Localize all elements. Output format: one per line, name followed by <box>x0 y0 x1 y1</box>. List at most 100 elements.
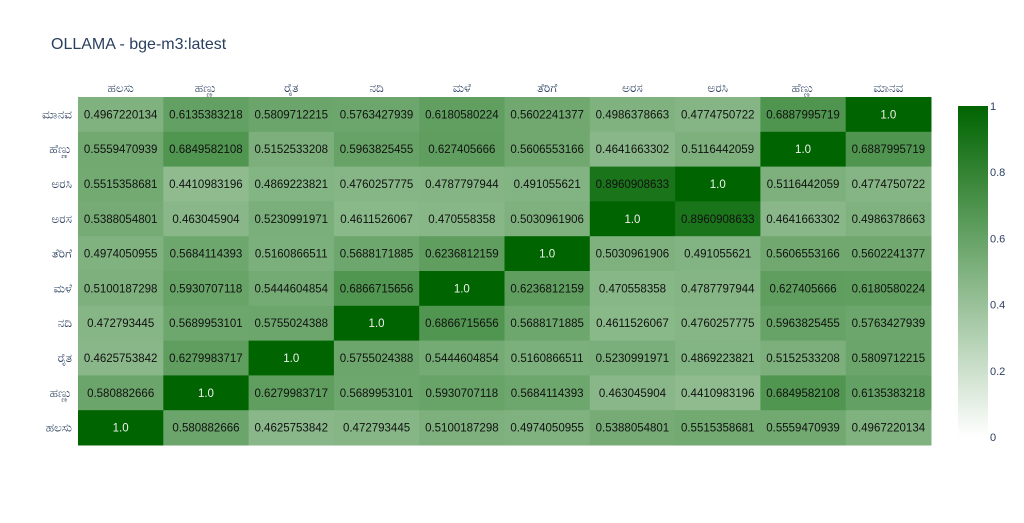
heatmap-cell <box>78 271 164 307</box>
heatmap-cell <box>845 271 932 307</box>
colorbar-tick-label: 1 <box>990 101 996 113</box>
heatmap-cell <box>419 201 505 237</box>
cell-value-label: 1.0 <box>113 423 129 435</box>
cell-value-label: 0.491055621 <box>684 249 751 261</box>
cell-value-label: 0.4410983196 <box>169 179 243 191</box>
cell-value-label: 0.5100187298 <box>425 423 499 435</box>
y-tick-label: ಮಾನವ <box>42 107 72 121</box>
cell-value-label: 0.5444604854 <box>425 353 499 365</box>
cell-value-label: 0.5689953101 <box>169 318 243 330</box>
heatmap-cell <box>333 97 420 133</box>
heatmap-cell <box>78 131 164 168</box>
x-tick-label: ಹಲಸು <box>108 81 134 95</box>
cell-value-label: 0.6866715656 <box>340 283 414 295</box>
y-tick-label: ರೈತ <box>58 351 72 366</box>
heatmap-cell <box>248 236 335 272</box>
x-tick-label: ಅರಸಿ <box>707 81 728 95</box>
heatmap-cell <box>163 410 250 446</box>
colorbar-tick-label: 0.6 <box>990 233 1005 245</box>
heatmap-cell <box>760 236 847 272</box>
cell-value-label: 0.5444604854 <box>254 283 328 295</box>
cell-value-label: 0.6135383218 <box>852 388 926 400</box>
y-axis-ticks: ಮಾನವ ಹೆಣ್ಣು ಅರಸಿ ಅರಸ ತೆರಿಗೆ ಮಳೆ ನದಿ ರೈತ ಹಣ್ಣು ಹಲಸ… <box>42 107 73 434</box>
heatmap-cell <box>845 166 932 202</box>
cell-value-label: 0.5763427939 <box>340 109 414 121</box>
cell-value-label: 1.0 <box>454 283 470 295</box>
x-tick-label: ಮಾನವ <box>873 81 903 95</box>
heatmap-cell <box>845 305 932 342</box>
cell-value-label: 0.5606553166 <box>510 144 584 156</box>
heatmap-cell <box>675 271 761 307</box>
x-tick-label: ರೈತ <box>284 81 298 96</box>
cell-value-label: 0.472793445 <box>343 423 410 435</box>
cell-value-label: 1.0 <box>795 144 811 156</box>
heatmap-cell <box>845 340 932 376</box>
heatmap-cell <box>589 236 676 272</box>
heatmap-cell <box>78 236 164 272</box>
cell-value-label: 0.6279983717 <box>254 388 328 400</box>
cell-value-label: 0.4625753842 <box>84 353 158 365</box>
heatmap-cell <box>504 201 591 237</box>
y-tick-label: ಹಲಸು <box>46 421 72 435</box>
cell-value-label: 1.0 <box>710 179 726 191</box>
heatmap-cells: 0.4967220134 0.6135383218 0.5809712215 0.57… <box>78 97 932 446</box>
cell-value-label: 1.0 <box>198 388 214 400</box>
heatmap-cell <box>760 340 847 376</box>
heatmap-cell <box>163 340 250 376</box>
cell-value-label: 0.5152533208 <box>254 144 328 156</box>
cell-value-label: 0.4967220134 <box>852 423 926 435</box>
cell-value-label: 0.6236812159 <box>425 249 499 261</box>
heatmap-cell <box>589 166 676 202</box>
cell-value-label: 0.4787797944 <box>681 283 755 295</box>
heatmap-cell <box>760 97 847 133</box>
heatmap-cell <box>504 375 591 411</box>
cell-value-label: 0.6887995719 <box>852 144 926 156</box>
heatmap-cell <box>163 236 250 272</box>
heatmap-cell <box>845 375 932 411</box>
cell-value-label: 0.6135383218 <box>169 109 243 121</box>
cell-value-label: 0.8960908633 <box>596 179 670 191</box>
heatmap-cell <box>675 166 761 202</box>
cell-value-label: 0.5688171885 <box>340 249 414 261</box>
heatmap-cell <box>333 410 420 446</box>
heatmap-cell <box>248 201 335 237</box>
heatmap-cell <box>504 410 591 446</box>
x-tick-label: ನದಿ <box>369 81 384 95</box>
heatmap-cell <box>504 271 591 307</box>
y-tick-label: ಹಣ್ಣು <box>50 386 72 402</box>
cell-value-label: 0.6887995719 <box>766 109 840 121</box>
cell-value-label: 0.580882666 <box>172 423 239 435</box>
heatmap-cell <box>333 340 420 376</box>
cell-value-label: 0.4641663302 <box>766 214 840 226</box>
cell-value-label: 0.4974050955 <box>84 249 158 261</box>
heatmap-cell <box>504 236 591 272</box>
chart-title: OLLAMA - bge-m3:latest <box>51 36 227 53</box>
heatmap-cell <box>589 271 676 307</box>
cell-value-label: 0.5963825455 <box>766 318 840 330</box>
cell-value-label: 0.5152533208 <box>766 353 840 365</box>
cell-value-label: 0.6236812159 <box>510 283 584 295</box>
cell-value-label: 0.580882666 <box>87 388 154 400</box>
heatmap-cell <box>248 97 335 133</box>
cell-value-label: 0.5684114393 <box>511 388 584 400</box>
cell-value-label: 0.463045904 <box>172 214 240 226</box>
cell-value-label: 0.4967220134 <box>84 109 158 121</box>
cell-value-label: 0.4974050955 <box>510 423 584 435</box>
cell-value-label: 0.8960908633 <box>681 214 755 226</box>
heatmap-cell <box>419 410 505 446</box>
heatmap-cell <box>589 375 676 411</box>
heatmap-cell <box>333 166 420 202</box>
cell-value-label: 0.5230991971 <box>254 214 328 226</box>
cell-value-label: 0.4787797944 <box>425 179 499 191</box>
cell-value-label: 0.4869223821 <box>254 179 328 191</box>
heatmap-cell <box>248 131 335 168</box>
colorbar-tick-label: 0 <box>990 432 996 444</box>
heatmap-cell <box>248 410 335 446</box>
heatmap-cell <box>78 410 164 446</box>
x-tick-label: ಹೆಣ್ಣು <box>792 81 815 97</box>
cell-value-label: 0.470558358 <box>599 283 666 295</box>
cell-value-label: 1.0 <box>624 214 640 226</box>
cell-value-label: 0.5684114393 <box>170 249 243 261</box>
heatmap-cell <box>163 375 250 411</box>
